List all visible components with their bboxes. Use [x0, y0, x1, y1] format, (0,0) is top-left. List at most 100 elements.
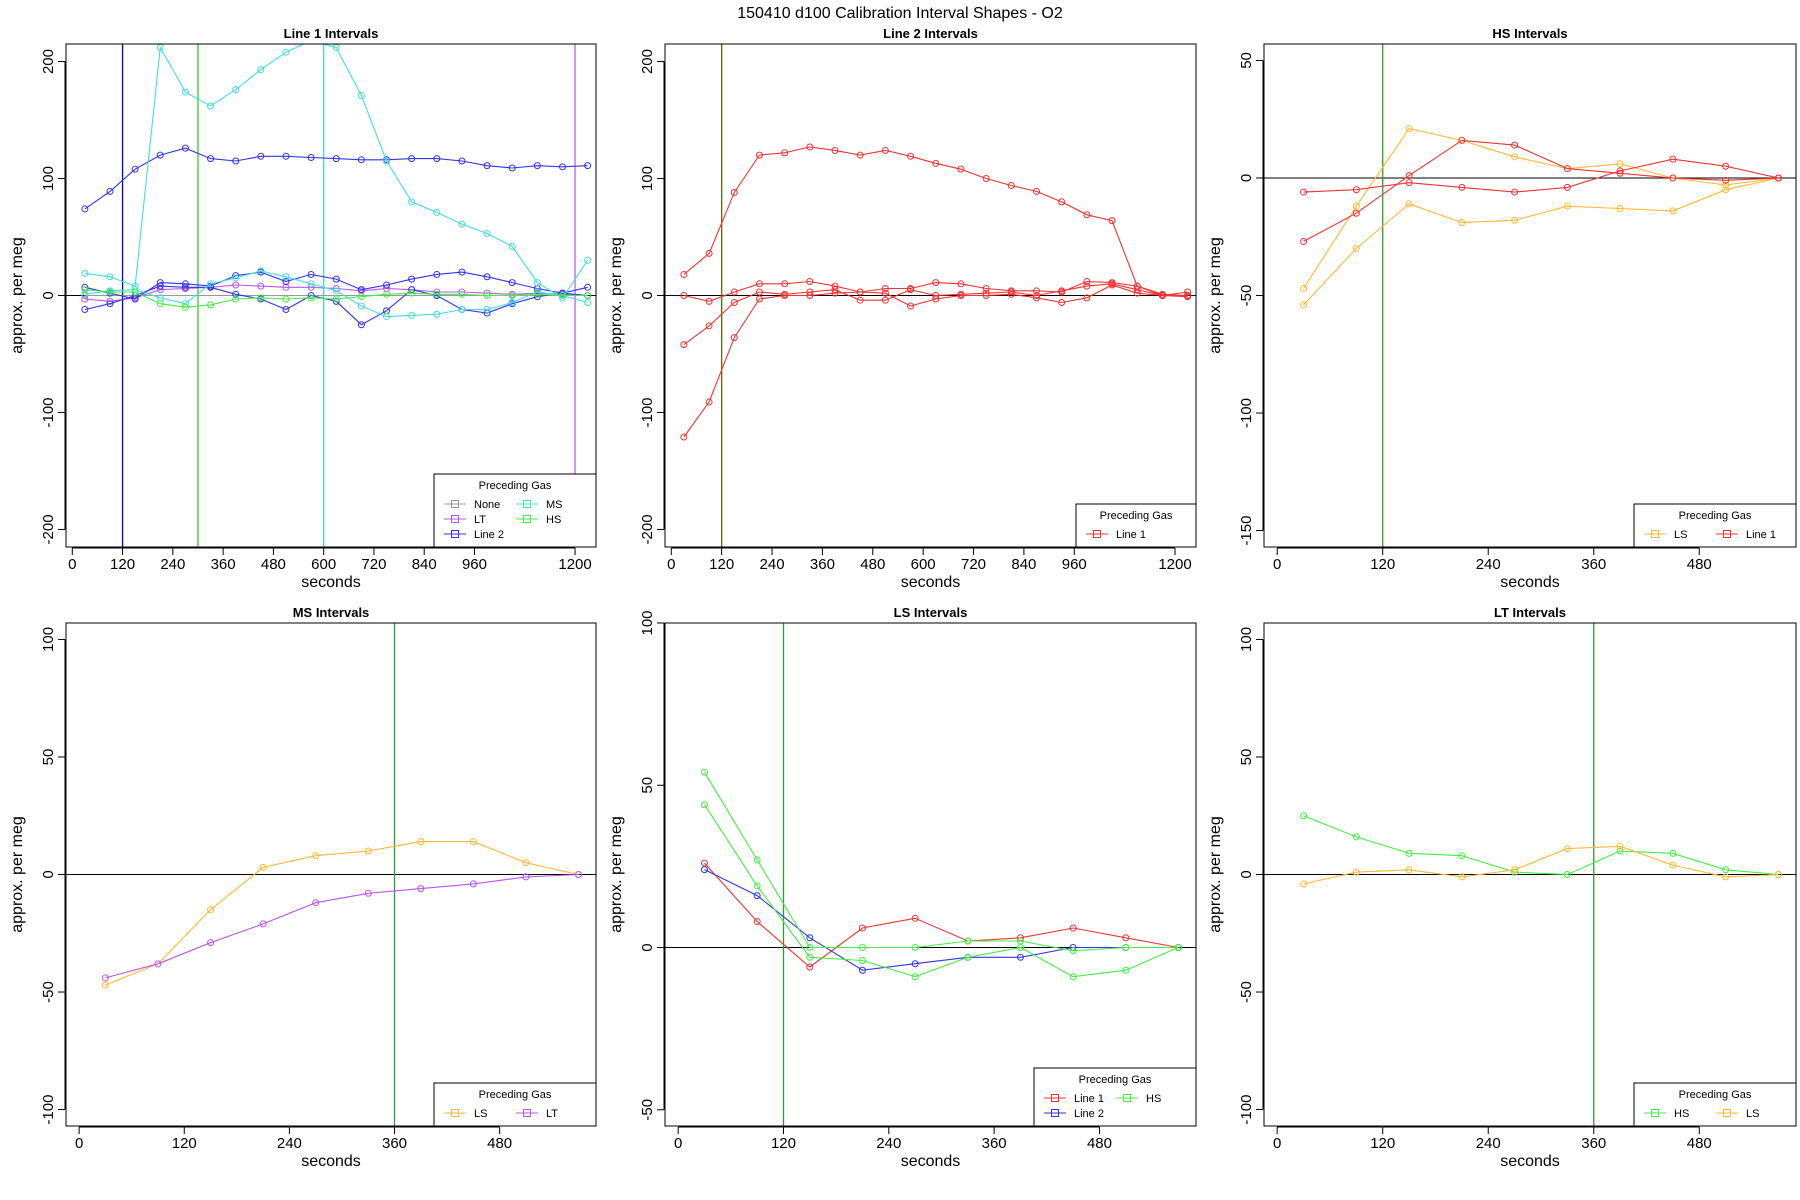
series-line	[683, 280, 1188, 302]
data-point	[1300, 284, 1308, 292]
data-point	[433, 310, 441, 318]
legend-label: Line 1	[1116, 529, 1146, 541]
y-tick-label: -200	[639, 514, 656, 544]
data-point	[705, 322, 713, 330]
data-point	[1669, 207, 1677, 215]
data-point	[781, 280, 789, 288]
x-tick-label: 120	[1370, 556, 1395, 573]
data-point	[1007, 288, 1015, 296]
data-point	[469, 838, 477, 846]
data-point	[357, 302, 365, 310]
x-tick-label: 480	[1687, 1135, 1712, 1152]
y-tick-label: 100	[639, 610, 656, 635]
data-point	[483, 162, 491, 170]
data-point	[982, 284, 990, 292]
data-point	[508, 164, 516, 172]
data-point	[81, 286, 89, 294]
legend-label: LT	[474, 514, 486, 526]
data-point	[483, 306, 491, 314]
data-point	[558, 294, 566, 302]
data-point	[1774, 871, 1782, 878]
data-point	[156, 44, 164, 52]
data-point	[1405, 172, 1413, 180]
data-point	[257, 294, 265, 302]
data-point	[831, 146, 839, 154]
legend-label: LS	[1746, 1108, 1759, 1120]
data-point	[1563, 845, 1571, 853]
data-point	[1352, 202, 1360, 210]
chart-panel: Line 1 Intervals 0 120 240 360 480 600 720 840 96…	[9, 26, 597, 591]
data-point	[307, 294, 315, 302]
legend-marker	[523, 515, 531, 523]
data-point	[483, 292, 491, 299]
legend-marker	[451, 1109, 459, 1117]
data-point	[730, 299, 738, 307]
legend-marker	[1093, 530, 1101, 538]
data-point	[1032, 292, 1040, 299]
y-tick-label: -50	[639, 1099, 656, 1121]
y-tick-label: -150	[1238, 516, 1255, 546]
data-point	[364, 889, 372, 897]
chart-panel: LT Intervals 0 120 240 360 480 seconds -100 -50 0…	[1207, 605, 1797, 1170]
data-point	[1083, 211, 1091, 219]
y-tick-label: 0	[639, 943, 656, 951]
data-point	[1511, 188, 1519, 196]
x-tick-label: 480	[261, 556, 286, 573]
data-point	[1405, 866, 1413, 874]
data-point	[858, 966, 866, 974]
data-point	[932, 159, 940, 167]
data-point	[232, 290, 240, 298]
y-axis-label: approx. per meg	[9, 816, 26, 933]
y-tick-label: -50	[40, 981, 57, 1003]
data-point	[755, 288, 763, 296]
plot-area	[66, 623, 596, 1126]
data-point	[106, 300, 114, 308]
data-point	[1158, 292, 1166, 299]
data-point	[1300, 237, 1308, 245]
plot-frame	[1263, 43, 1797, 548]
series-line	[84, 289, 588, 308]
legend-title: Preceding Gas	[479, 1089, 552, 1101]
data-point	[357, 156, 365, 164]
chart-panel: LS Intervals 0 120 240 360 480 seconds -50 0 50 10…	[608, 605, 1197, 1170]
x-tick-label: 360	[1581, 556, 1606, 573]
data-point	[101, 981, 109, 989]
data-point	[858, 956, 866, 964]
data-point	[753, 882, 761, 890]
data-point	[856, 288, 864, 296]
x-tick-label: 120	[1370, 1135, 1395, 1152]
x-tick-label: 240	[277, 1135, 302, 1152]
chart-title: LT Intervals	[1494, 605, 1566, 620]
series-line	[84, 270, 588, 318]
plot-frame	[65, 43, 597, 548]
y-tick-label: -100	[1238, 398, 1255, 428]
data-point	[1069, 973, 1077, 981]
data-point	[1108, 281, 1116, 289]
data-point	[181, 144, 189, 152]
y-axis-label: approx. per meg	[1207, 816, 1224, 933]
y-tick-label: -200	[40, 514, 57, 544]
data-point	[307, 280, 315, 288]
data-point	[181, 88, 189, 96]
legend-label: MS	[546, 499, 563, 511]
data-point	[522, 873, 530, 881]
data-point	[1511, 866, 1519, 874]
plot-frame	[664, 43, 1197, 548]
x-tick-label: 240	[1476, 556, 1501, 573]
data-point	[1458, 852, 1466, 860]
series-line	[1303, 158, 1779, 193]
y-tick-label: 50	[40, 749, 57, 766]
data-point	[533, 290, 541, 298]
data-point	[1300, 880, 1308, 888]
x-tick-label: 120	[709, 556, 734, 573]
data-point	[533, 279, 541, 287]
data-point	[781, 292, 789, 299]
data-point	[458, 220, 466, 228]
data-point	[982, 292, 990, 299]
legend-label: HS	[546, 514, 561, 526]
legend-box	[433, 1082, 597, 1127]
data-point	[957, 280, 965, 288]
y-axis-label: approx. per meg	[608, 237, 625, 354]
series-line	[704, 804, 1179, 978]
data-point	[1352, 186, 1360, 194]
